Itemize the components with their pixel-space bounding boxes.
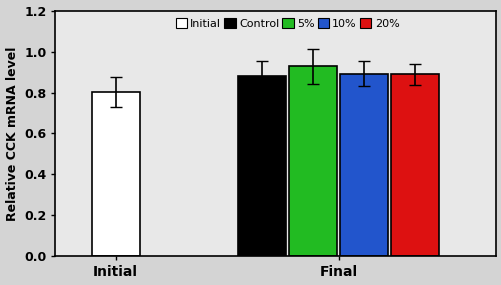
Legend: Initial, Control, 5%, 10%, 20%: Initial, Control, 5%, 10%, 20% [171,14,403,33]
Bar [390,74,438,256]
Bar [91,92,140,256]
Bar [339,74,387,256]
Bar [289,66,337,256]
Y-axis label: Relative CCK mRNA level: Relative CCK mRNA level [6,46,19,221]
Bar [237,76,286,256]
